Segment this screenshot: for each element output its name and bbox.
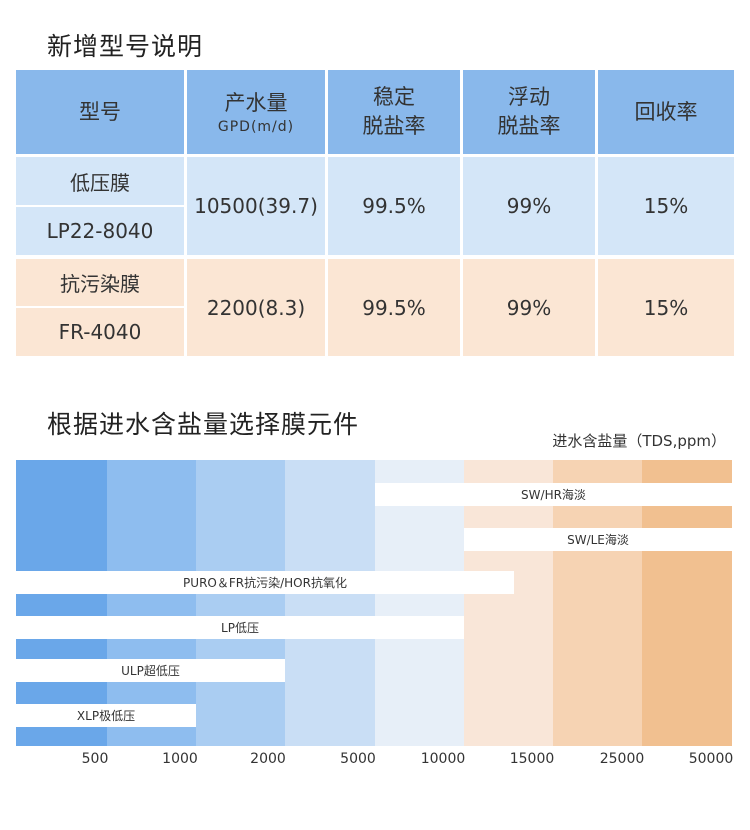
range-bar-label: PURO＆FR抗污染/HOR抗氧化 <box>183 576 347 590</box>
x-tick-label: 5000 <box>340 751 376 767</box>
row2-model-text: FR-4040 <box>58 320 142 344</box>
chart-band-1000 <box>107 460 196 746</box>
header-model-label: 型号 <box>79 99 121 124</box>
row2-type-text: 抗污染膜 <box>60 272 140 296</box>
range-bar-label: ULP超低压 <box>121 664 180 678</box>
range-bar-6: XLP极低压 <box>16 704 196 727</box>
header-stable-rejection: 稳定 脱盐率 <box>328 70 460 154</box>
header-floating-line1: 浮动 <box>508 85 550 109</box>
range-bar-5: ULP超低压 <box>16 659 285 682</box>
x-tick-label: 500 <box>81 751 109 767</box>
row1-recovery-text: 15% <box>643 194 689 218</box>
header-recovery: 回收率 <box>598 70 734 154</box>
chart-band-2000 <box>196 460 285 746</box>
row2-floating: 99% <box>463 259 595 356</box>
row2-production-text: 2200(8.3) <box>206 295 306 320</box>
x-tick-label: 2000 <box>250 751 286 767</box>
range-bar-label: LP低压 <box>221 621 259 635</box>
section-title-selection: 根据进水含盐量选择膜元件 <box>47 410 360 439</box>
header-stable-line2: 脱盐率 <box>362 114 426 138</box>
chart-band-25000 <box>553 460 642 746</box>
range-bar-3: PURO＆FR抗污染/HOR抗氧化 <box>16 571 514 594</box>
header-production: 产水量 GPD(m/d) <box>187 70 325 154</box>
x-tick-label: 10000 <box>420 751 466 767</box>
header-production-unit: GPD(m/d) <box>217 118 295 135</box>
chart-band-15000 <box>464 460 553 746</box>
x-tick-label: 50000 <box>688 751 734 767</box>
header-floating-line2: 脱盐率 <box>497 114 561 138</box>
header-model: 型号 <box>16 70 184 154</box>
row2-production: 2200(8.3) <box>187 259 325 356</box>
x-tick-label: 15000 <box>509 751 555 767</box>
row1-type: 低压膜 <box>16 157 184 205</box>
row2-model: FR-4040 <box>16 308 184 356</box>
model-table: 型号 产水量 GPD(m/d) 稳定 脱盐率 浮动 脱盐率 回收率 低压膜 LP… <box>16 70 734 356</box>
range-bar-label: SW/HR海淡 <box>521 488 586 502</box>
range-bar-1: SW/HR海淡 <box>375 483 732 506</box>
row1-model-text: LP22-8040 <box>46 219 154 243</box>
row2-type: 抗污染膜 <box>16 259 184 306</box>
header-recovery-label: 回收率 <box>634 99 698 124</box>
chart-x-axis-title: 进水含盐量（TDS,ppm） <box>552 432 726 450</box>
header-floating-rejection: 浮动 脱盐率 <box>463 70 595 154</box>
row2-floating-text: 99% <box>506 295 552 320</box>
header-stable-line1: 稳定 <box>373 85 415 109</box>
row1-model: LP22-8040 <box>16 207 184 255</box>
row1-stable: 99.5% <box>328 157 460 255</box>
chart-band-10000 <box>375 460 464 746</box>
row1-type-text: 低压膜 <box>70 170 130 195</box>
row2-stable: 99.5% <box>328 259 460 356</box>
range-bar-4: LP低压 <box>16 616 464 639</box>
header-production-label: 产水量 <box>224 90 288 115</box>
row1-production-text: 10500(39.7) <box>194 194 318 218</box>
range-bar-label: XLP极低压 <box>76 709 136 723</box>
row1-production: 10500(39.7) <box>187 157 325 255</box>
x-tick-label: 25000 <box>599 751 645 767</box>
chart-band-500 <box>16 460 107 746</box>
row2-recovery-text: 15% <box>643 295 689 320</box>
row1-stable-text: 99.5% <box>362 194 426 218</box>
chart-band-50000 <box>642 460 732 746</box>
row2-recovery: 15% <box>598 259 734 356</box>
row1-floating: 99% <box>463 157 595 255</box>
row1-recovery: 15% <box>598 157 734 255</box>
x-tick-label: 1000 <box>162 751 198 767</box>
range-bar-2: SW/LE海淡 <box>464 528 732 551</box>
section-title-new-models: 新增型号说明 <box>47 32 204 61</box>
chart-band-5000 <box>285 460 375 746</box>
range-bar-label: SW/LE海淡 <box>567 533 629 547</box>
row2-stable-text: 99.5% <box>362 295 426 320</box>
row1-floating-text: 99% <box>506 194 552 218</box>
